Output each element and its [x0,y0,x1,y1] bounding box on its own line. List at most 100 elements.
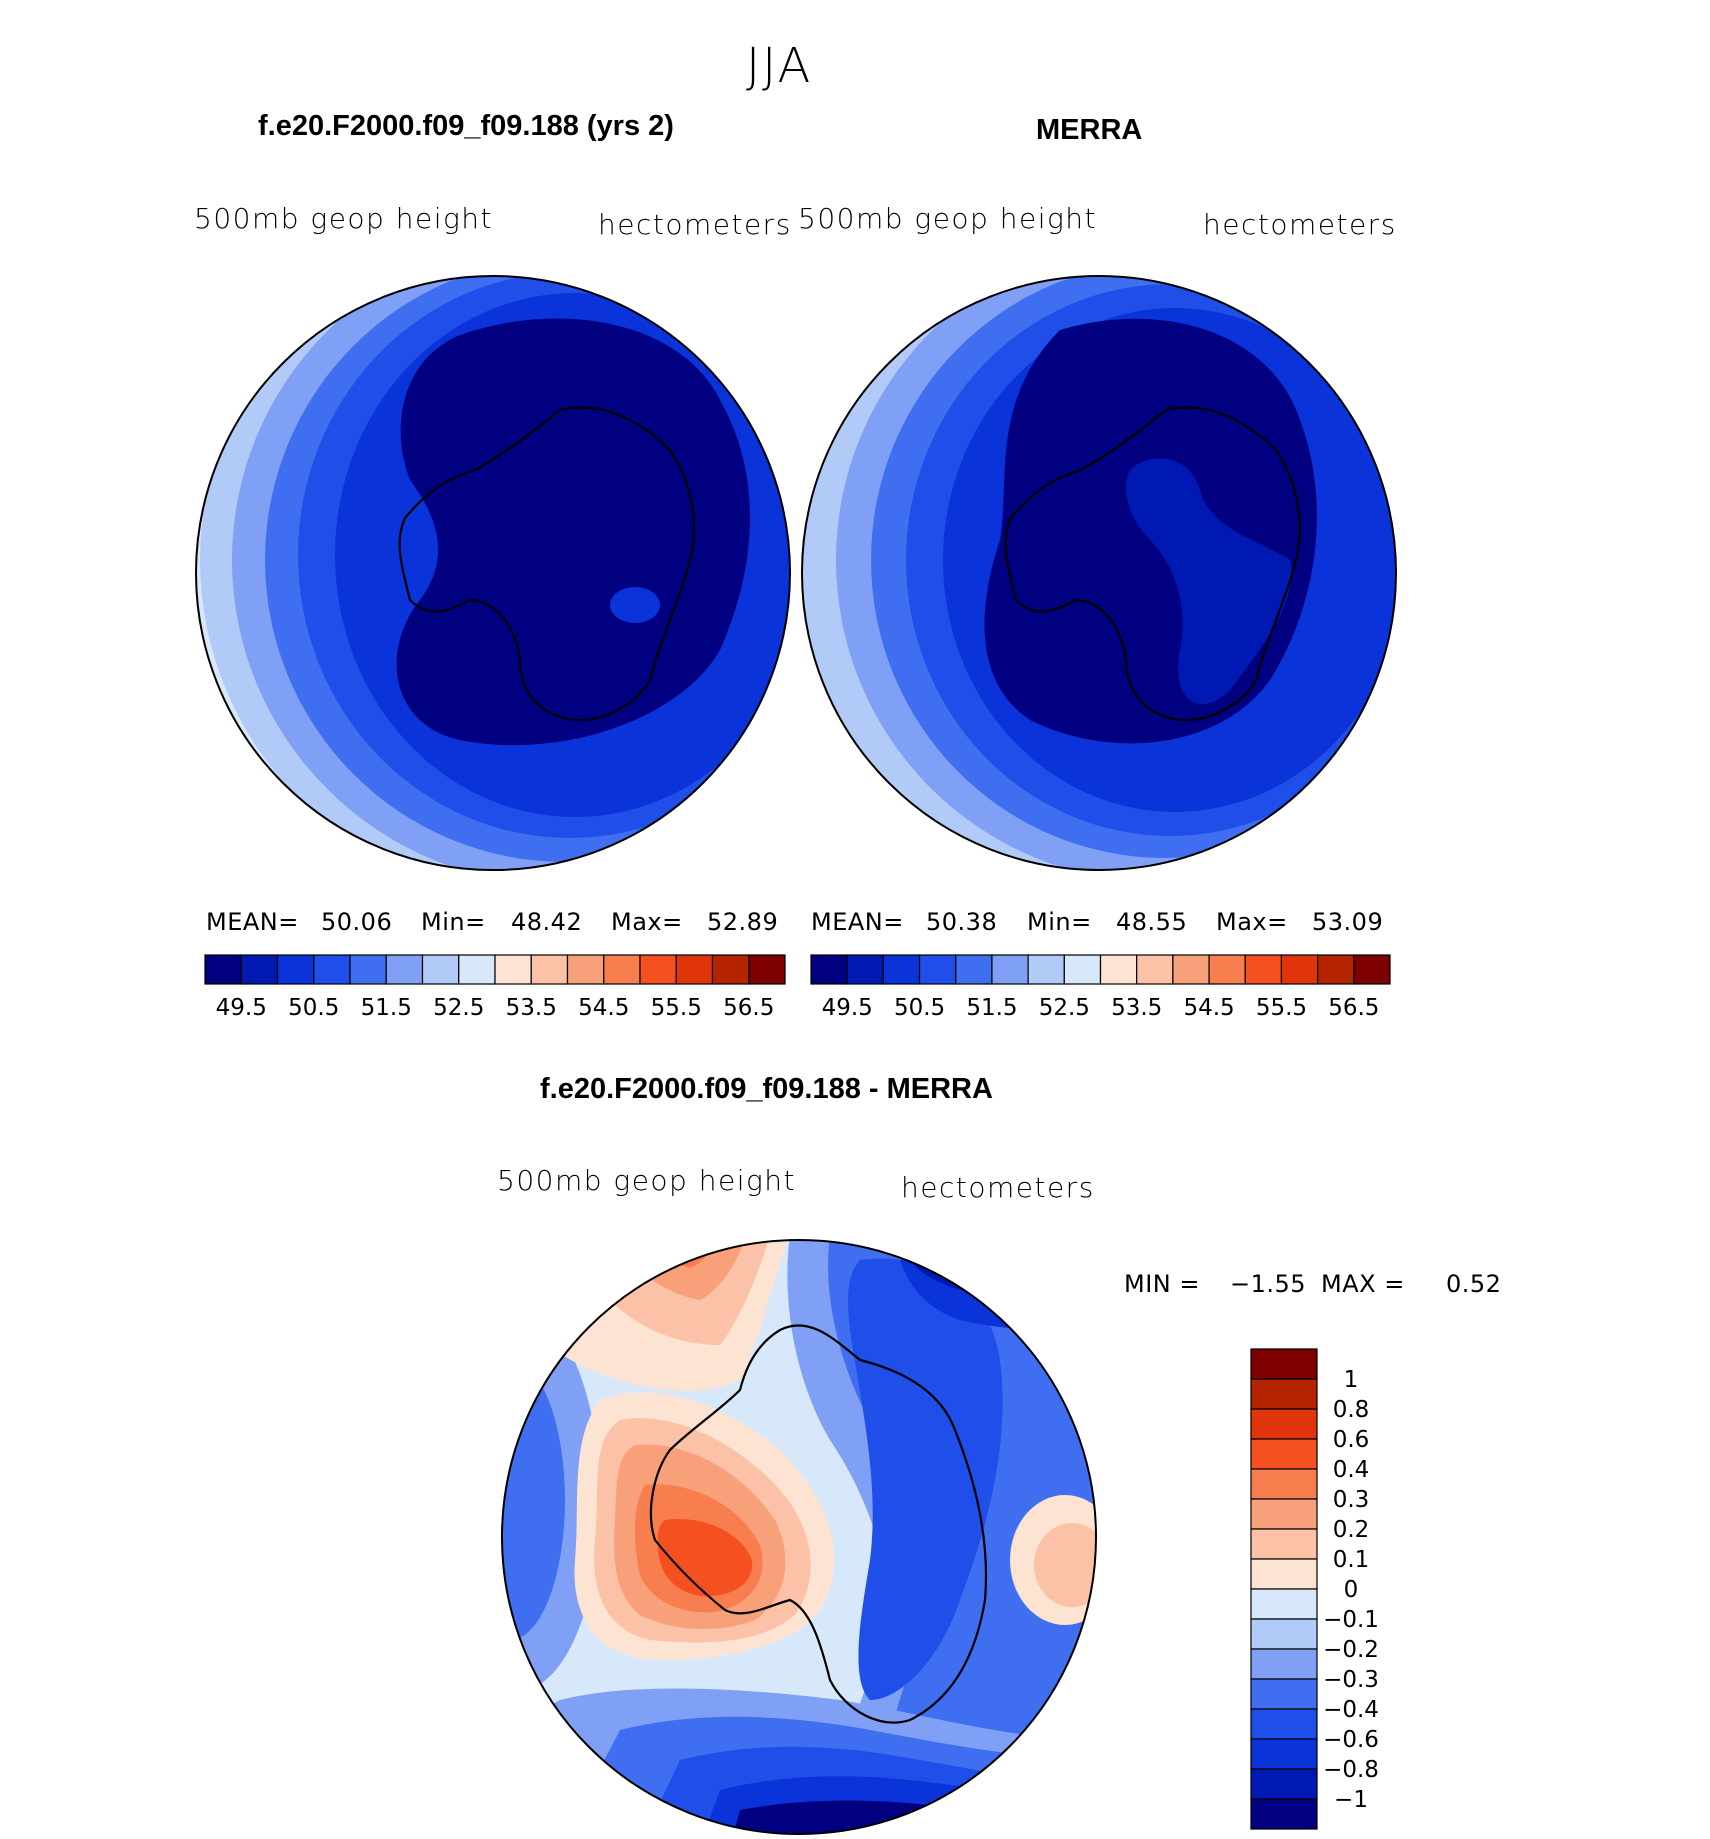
colorbar-swatch [1250,1468,1318,1500]
colorbar-tick-label: 49.5 [822,995,873,1021]
colorbar-tick-label: 0.8 [1333,1397,1370,1423]
colorbar-tick-label: 52.5 [433,995,484,1021]
colorbar-swatch [639,954,677,985]
colorbar-tick-label: 1 [1344,1367,1359,1393]
colorbar-tick-label: −0.6 [1323,1727,1379,1753]
colorbar-tick-label: 49.5 [216,995,267,1021]
season-title: JJA [746,38,813,94]
panel1-variable-label: 500mb geop height [194,202,494,235]
colorbar-swatch [748,954,786,985]
map-merra-field [802,276,1396,870]
diff-units-label: hectometers [901,1171,1095,1204]
colorbar-swatch [494,954,532,985]
colorbar-swatch [1099,954,1138,985]
panel2-units-label: hectometers [1203,208,1397,241]
diff-max-value: 0.52 [1446,1270,1502,1298]
colorbar-tick-label: 0.3 [1333,1487,1370,1513]
colorbar-tick-label: 50.5 [894,995,945,1021]
colorbar-tick-label: 0 [1344,1577,1359,1603]
colorbar-swatch [313,954,351,985]
colorbar-swatch [675,954,714,985]
panel2-max-label: Max= [1216,908,1288,936]
panel1-min-label: Min= [421,908,486,936]
colorbar-swatch [1353,954,1391,985]
colorbar-tick-label: 56.5 [723,995,774,1021]
colorbar-swatch [711,954,750,985]
colorbar-tick-label: 56.5 [1328,995,1379,1021]
colorbar-swatch [1250,1678,1318,1710]
colorbar-swatch [1250,1708,1318,1740]
colorbar-swatch [1250,1408,1318,1440]
colorbar-swatch [204,954,242,985]
colorbar-swatch [566,954,605,985]
colorbar-tick-label: −0.4 [1323,1697,1379,1723]
colorbar-swatch [1250,1618,1318,1650]
colorbar-tick-label: −0.2 [1323,1637,1379,1663]
colorbar-tick-label: 0.4 [1333,1457,1370,1483]
colorbar-swatch [1250,1528,1318,1560]
diff-max-label: MAX = [1321,1270,1405,1298]
colorbar-difference: 1 0.8 0.6 0.4 0.3 0.2 0.1 0 −0.1 −0.2 −0.3 −0.4 −0.6… [1250,1348,1379,1830]
coastline-map-model [398,406,696,722]
colorbar-tick-label: −0.3 [1323,1667,1379,1693]
colorbar-swatch [1250,1648,1318,1680]
colorbar-tick-label: 51.5 [966,995,1017,1021]
diff-variable-label: 500mb geop height [497,1164,797,1197]
colorbar-swatch [1250,1588,1318,1620]
colorbar-swatch [458,954,496,985]
panel2-title: MERRA [1036,114,1143,146]
colorbar-model: 49.5 50.5 51.5 52.5 53.5 54.5 55.5 56.5 [204,954,786,1021]
colorbar-tick-label: 0.1 [1333,1547,1370,1573]
colorbar-swatch [1250,1558,1318,1590]
colorbar-swatch [846,954,884,985]
colorbar-swatch [530,954,569,985]
diff-min-label: MIN = [1124,1270,1200,1298]
colorbar-tick-label: 55.5 [1256,995,1307,1021]
colorbar-swatch [918,954,957,985]
coastline-map-difference [649,1324,988,1724]
panel2-max-value: 53.09 [1312,908,1384,936]
colorbar-swatch [1208,954,1246,985]
panel2-min-value: 48.55 [1116,908,1188,936]
colorbar-swatch [385,954,424,985]
colorbar-tick-label: 0.6 [1333,1427,1370,1453]
panel1-max-value: 52.89 [707,908,779,936]
colorbar-swatch [1317,954,1355,985]
colorbar-tick-label: 53.5 [1111,995,1162,1021]
colorbar-swatch [603,954,641,985]
diff-title: f.e20.F2000.f09_f09.188 - MERRA [540,1073,993,1105]
colorbar-swatch [1027,954,1065,985]
colorbar-tick-label: 51.5 [361,995,412,1021]
coastline-group [398,406,1302,1724]
map-difference-field [502,1240,1096,1834]
colorbar-swatch [1244,954,1283,985]
colorbar-tick-label: −1 [1334,1787,1368,1813]
panel1-units-label: hectometers [598,208,792,241]
colorbar-swatch [1250,1438,1318,1470]
panel1-max-label: Max= [611,908,683,936]
map-merra-border [801,275,1397,871]
coastline-map-merra [1004,406,1302,722]
map-model-border [195,275,791,871]
colorbar-swatch [882,954,921,985]
panel2-mean-value: 50.38 [926,908,998,936]
panel1-title: f.e20.F2000.f09_f09.188 (yrs 2) [258,110,674,142]
colorbar-swatch [240,954,279,985]
colorbar-swatch [1250,1738,1318,1770]
colorbar-swatch [1280,954,1319,985]
colorbar-tick-label: 52.5 [1039,995,1090,1021]
colorbar-swatch [955,954,993,985]
colorbar-swatch [276,954,315,985]
panel1-mean-value: 50.06 [321,908,393,936]
colorbar-tick-label: −0.8 [1323,1757,1379,1783]
colorbar-swatch [1250,1378,1318,1410]
panel2-min-label: Min= [1027,908,1092,936]
colorbar-merra: 49.5 50.5 51.5 52.5 53.5 54.5 55.5 56.5 [810,954,1391,1021]
panel2-variable-label: 500mb geop height [798,202,1098,235]
colorbar-swatch [421,954,460,985]
colorbar-swatch [1250,1348,1318,1380]
colorbar-tick-label: 53.5 [506,995,557,1021]
panel2-mean-label: MEAN= [811,908,904,936]
colorbar-swatch [810,954,848,985]
